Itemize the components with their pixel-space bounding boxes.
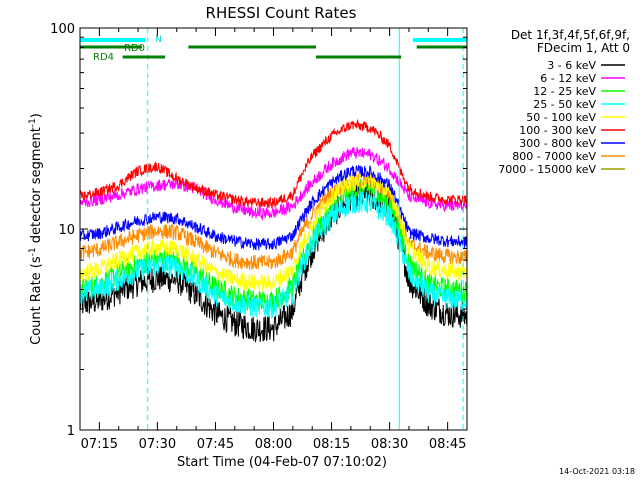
legend-header-decimation: FDecim 1, Att 0 [537, 41, 630, 55]
state-label-n: N [155, 35, 162, 45]
legend-header-detectors: Det 1f,3f,4f,5f,6f,9f, [511, 28, 630, 42]
legend-label-5: 100 - 300 keV [519, 124, 596, 137]
x-tick-label: 08:45 [429, 437, 466, 452]
axis-layer: 07:15 07:30 07:45 08:00 08:15 08:30 08:45 1 10 10… [50, 22, 467, 452]
footer-timestamp: 14-Oct-2021 03:18 [559, 467, 635, 476]
state-label-rd0: RD0 [124, 43, 145, 54]
x-tick-label: 08:30 [371, 437, 408, 452]
y-axis-label: Count Rate (s-1 detector segment-1) [28, 113, 44, 345]
y-axis-label-exp1: -1 [28, 247, 38, 256]
series-line-3 [79, 191, 468, 320]
series-line-1 [79, 147, 467, 221]
legend: Det 1f,3f,4f,5f,6f,9f, FDecim 1, Att 0 3… [498, 28, 630, 176]
series-line-4 [79, 172, 468, 292]
y-axis-label-main: Count Rate (s [29, 256, 44, 345]
x-tick-label: 08:15 [313, 437, 350, 452]
y-tick-label: 10 [58, 223, 75, 238]
series-layer [79, 118, 468, 343]
y-axis-label-end: ) [29, 113, 44, 118]
y-tick-label: 100 [50, 22, 75, 37]
chart-title: RHESSI Count Rates [206, 4, 357, 22]
legend-label-0: 3 - 6 keV [547, 59, 596, 72]
state-label-rd4: RD4 [93, 52, 114, 63]
x-tick-label: 07:30 [139, 437, 176, 452]
legend-label-7: 800 - 7000 keV [512, 150, 596, 163]
x-tick-label: 08:00 [255, 437, 292, 452]
legend-label-1: 6 - 12 keV [540, 72, 596, 85]
x-axis-label: Start Time (04-Feb-07 07:10:02) [177, 455, 387, 470]
y-axis-label-mid: detector segment [29, 127, 44, 247]
legend-label-3: 25 - 50 keV [533, 98, 596, 111]
x-tick-label: 07:45 [197, 437, 234, 452]
legend-label-8: 7000 - 15000 keV [498, 163, 596, 176]
series-line-5 [79, 118, 468, 210]
x-tick-label: 07:15 [81, 437, 118, 452]
series-line-6 [79, 165, 468, 251]
y-axis-label-exp2: -1 [28, 118, 38, 127]
legend-label-4: 50 - 100 keV [526, 111, 596, 124]
y-tick-label: 1 [67, 424, 75, 439]
legend-label-6: 300 - 800 keV [519, 137, 596, 150]
legend-label-2: 12 - 25 keV [533, 85, 596, 98]
